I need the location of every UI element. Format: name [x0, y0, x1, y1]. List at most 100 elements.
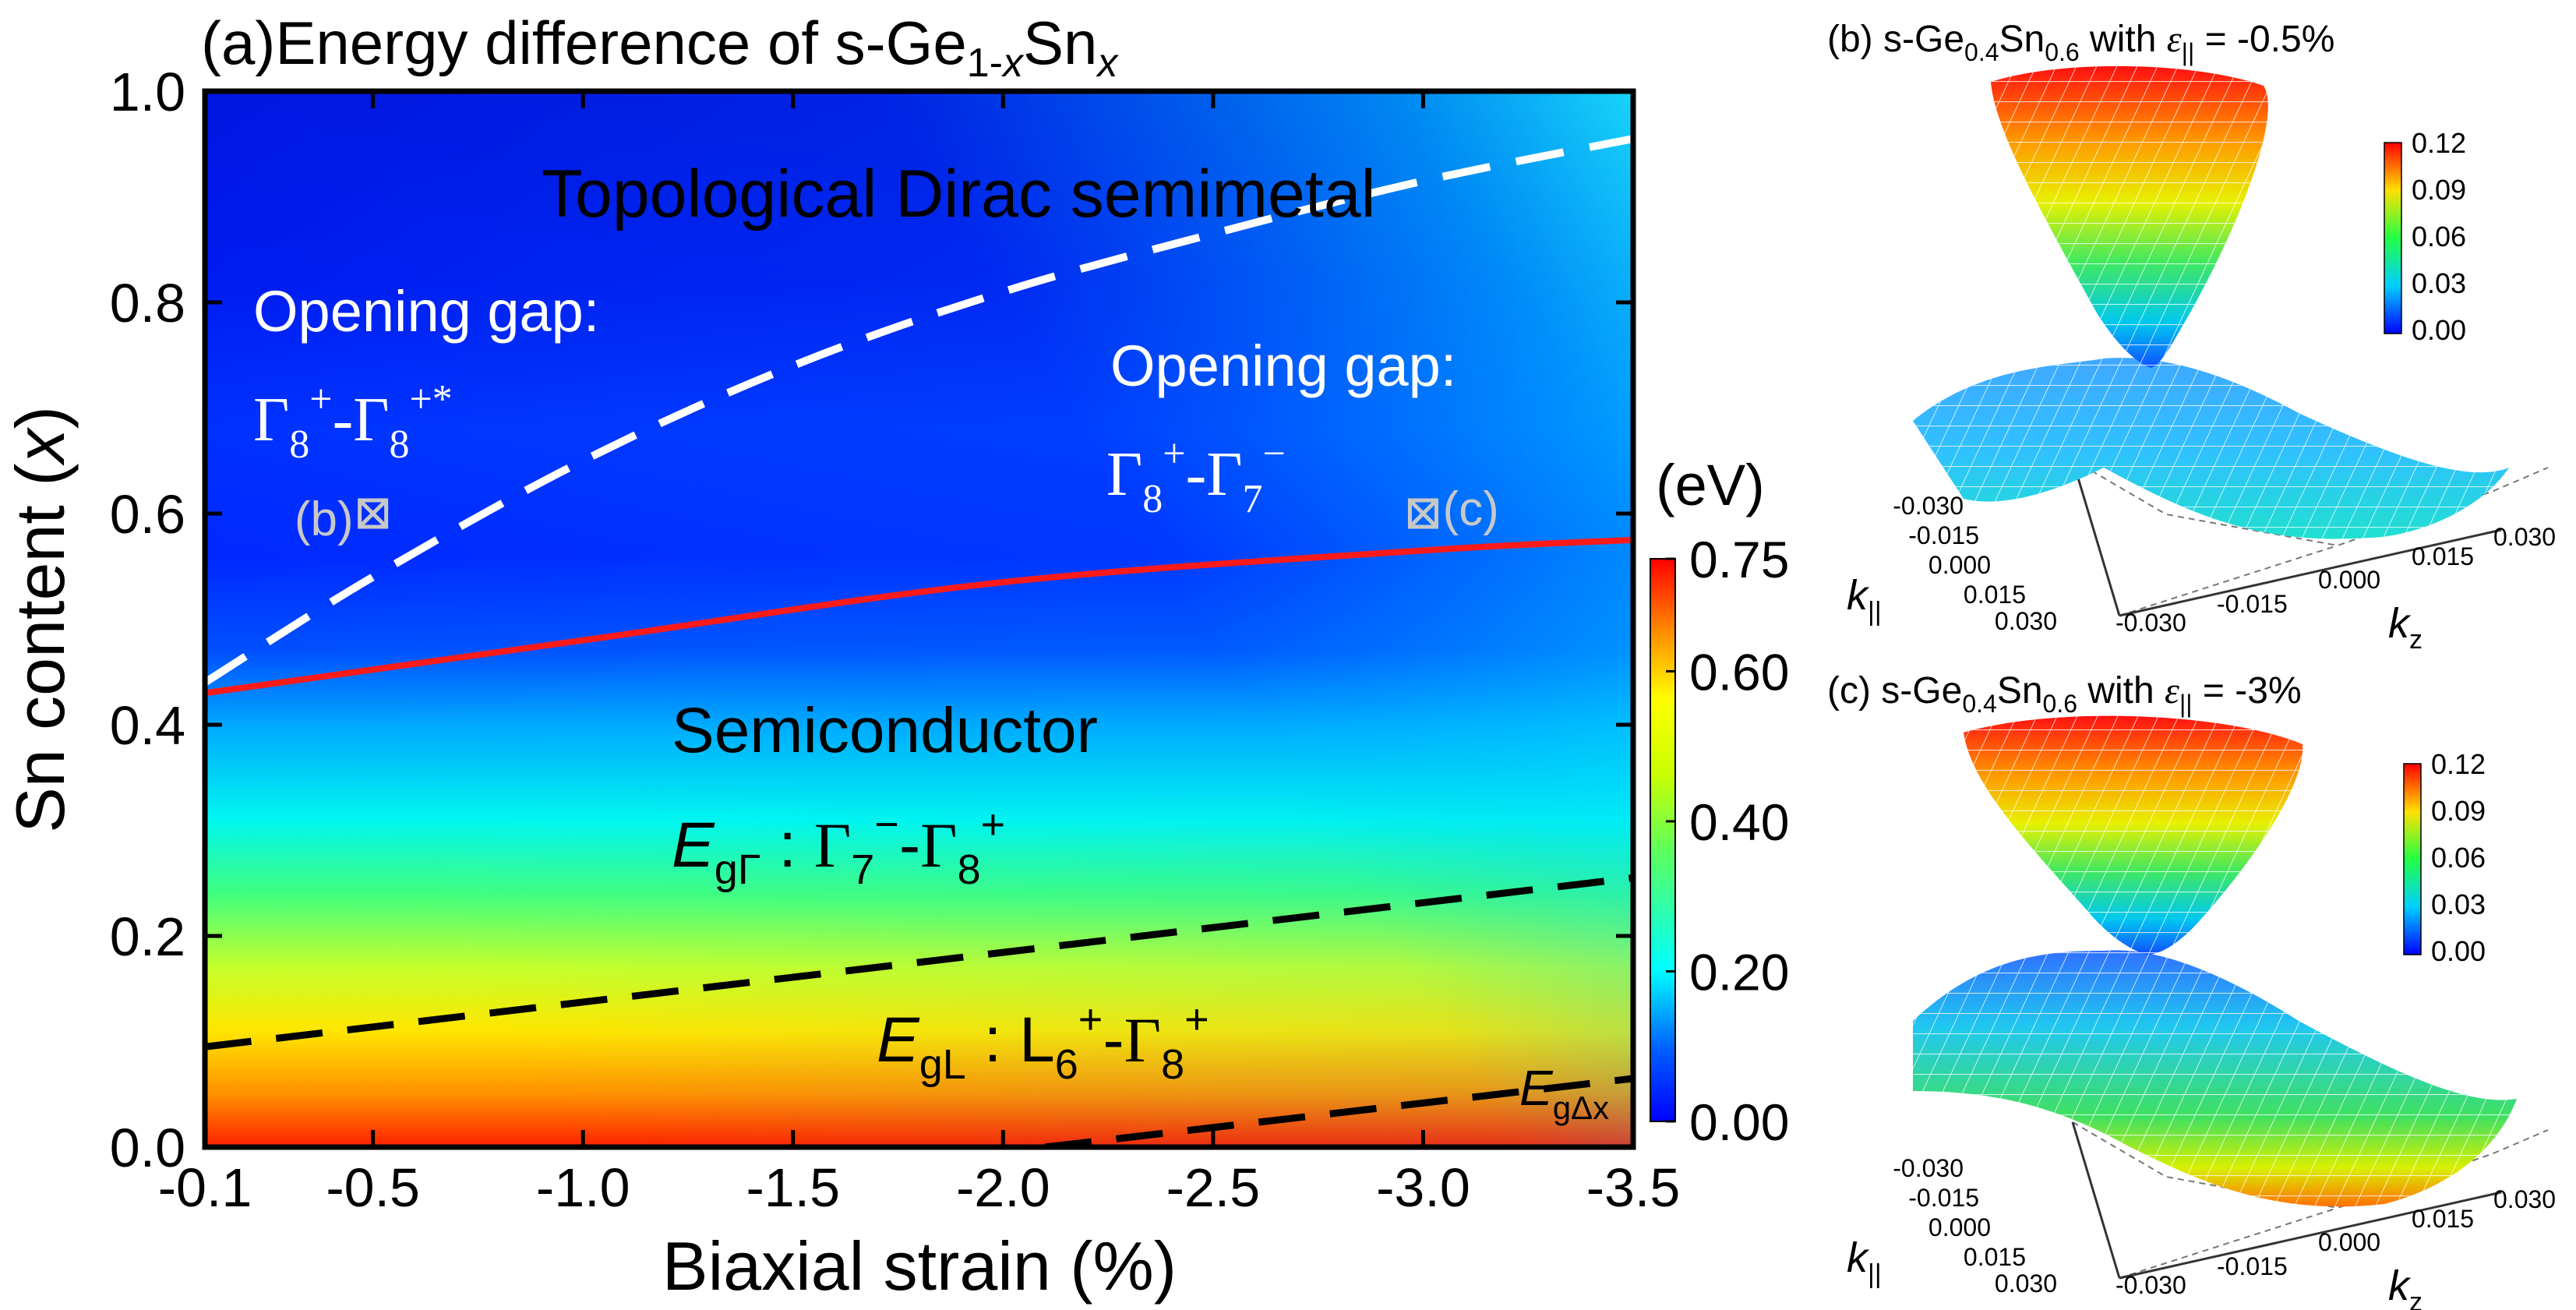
surface-plot-b	[1913, 65, 2549, 617]
label-gamma8-gamma7: Γ8+-Γ7−	[1106, 432, 1286, 521]
k-tick: 0.015	[1964, 1243, 2026, 1271]
cb-b-tick: 0.00	[2412, 314, 2466, 346]
k-tick: -0.030	[1893, 492, 1964, 520]
cb-c-tick: 0.12	[2431, 748, 2486, 780]
kz-tick: 0.000	[2318, 1228, 2380, 1256]
x-tick-label: -1.0	[536, 1157, 630, 1218]
label-opening-gap-right: Opening gap:	[1110, 334, 1456, 398]
colorbar	[1650, 558, 1676, 1122]
axis-kz-b: -0.030 -0.015 0.000 0.015 0.030 kz	[2115, 523, 2556, 655]
axis-k-parallel-b: -0.030 -0.015 0.000 0.015 0.030 k||	[1847, 492, 2057, 635]
axes-ticks: -0.1 -0.5 -1.0 -1.5 -2.0 -2.5 -3.0 -3.5 0.0 0.2 0.…	[110, 62, 1681, 1218]
label-eg-delta: EgΔx	[1519, 1060, 1609, 1126]
kz-tick: 0.030	[2493, 1185, 2556, 1213]
y-tick-label: 0.6	[110, 484, 185, 545]
cb-c-tick: 0.06	[2431, 842, 2486, 874]
label-opening-gap-left: Opening gap:	[253, 279, 599, 344]
heatmap-cyan-wash	[205, 91, 1633, 1147]
marker-label: (c)	[1442, 482, 1498, 536]
cb-c-tick: 0.00	[2431, 935, 2486, 967]
x-tick-label: -2.5	[1166, 1157, 1261, 1218]
panel-c: (c) s-Ge0.4Sn0.6 with ε|| = -3% 0.12 0.0…	[1827, 670, 2556, 1310]
axis-kz-c: -0.030 -0.015 0.000 0.015 0.030 kz	[2115, 1185, 2556, 1310]
x-tick-label: -0.1	[158, 1157, 252, 1218]
label-eg-gamma: EgΓ : Γ7−-Γ8+	[672, 801, 1005, 893]
markers: (b) (c)	[295, 482, 1499, 546]
marker-label: (b)	[295, 493, 354, 546]
x-tick-label: -0.5	[326, 1157, 420, 1218]
black-dashed-upper	[205, 874, 1633, 1050]
marker-cross	[1408, 499, 1438, 528]
k-tick: 0.000	[1928, 1213, 1991, 1241]
kz-tick: -0.030	[2115, 609, 2186, 637]
panel-c-title: (c) s-Ge0.4Sn0.6 with ε|| = -3%	[1827, 670, 2302, 718]
kz-tick: -0.015	[2217, 1252, 2288, 1280]
k-tick: 0.030	[1995, 607, 2057, 635]
colorbar-b-ticks: 0.12 0.09 0.06 0.03 0.00	[2412, 127, 2466, 346]
cb-b-tick: 0.09	[2412, 174, 2466, 206]
y-tick-label: 0.8	[110, 273, 185, 334]
kz-tick: 0.030	[2493, 523, 2556, 551]
cb-b-tick: 0.06	[2412, 221, 2466, 252]
y-tick-label: 0.2	[110, 906, 185, 967]
x-tick-label: -2.0	[956, 1157, 1050, 1218]
label-topological-dirac-semimetal: Topological Dirac semimetal	[542, 157, 1376, 231]
y-axis-title: Sn content (x)	[2, 406, 79, 833]
marker-box	[1407, 498, 1438, 529]
marker-cross	[358, 499, 388, 528]
kz-tick: -0.015	[2217, 590, 2288, 618]
k-tick: 0.000	[1928, 551, 1991, 579]
panel-b: (b) s-Ge0.4Sn0.6 with ε|| = -0.5% 0.12 0…	[1827, 19, 2556, 655]
y-tick-label: 0.0	[110, 1118, 185, 1178]
cb-b-tick: 0.03	[2412, 267, 2466, 299]
k-axis-label: k||	[1847, 572, 1882, 627]
cb-c-tick: 0.09	[2431, 795, 2486, 827]
marker-c: (c)	[1407, 482, 1499, 536]
panel-b-title: (b) s-Ge0.4Sn0.6 with ε|| = -0.5%	[1827, 19, 2334, 66]
k-tick: 0.015	[1964, 581, 2026, 609]
kz-tick: 0.015	[2412, 542, 2474, 570]
colorbar-ticks: 0.00 0.20 0.40 0.60 0.75	[1666, 531, 1789, 1151]
marker-box	[358, 498, 389, 529]
white-dashed-boundary	[205, 135, 1633, 687]
panel-a: -0.1 -0.5 -1.0 -1.5 -2.0 -2.5 -3.0 -3.5 0.0 0.2 0.…	[2, 9, 1789, 1305]
x-tick-label: -3.5	[1586, 1157, 1681, 1218]
colorbar-tick-label: 0.60	[1689, 643, 1789, 701]
k-tick: -0.030	[1893, 1154, 1964, 1182]
kz-axis-label: kz	[2388, 1262, 2422, 1310]
label-gamma8-gamma8: Γ8+-Γ8+*	[253, 377, 453, 467]
cb-b-tick: 0.12	[2412, 127, 2466, 159]
red-boundary-line	[205, 536, 1633, 697]
colorbar-tick-label: 0.20	[1689, 943, 1789, 1001]
x-tick-label: -1.5	[746, 1157, 840, 1218]
plot-frame	[202, 88, 1636, 1150]
axis-k-parallel-c: -0.030 -0.015 0.000 0.015 0.030 k||	[1847, 1154, 2057, 1298]
black-dashed-lower	[1044, 1075, 1633, 1147]
label-eg-l: EgL : L6+-Γ8+	[877, 996, 1209, 1088]
y-tick-label: 0.4	[110, 695, 185, 756]
boundary-lines	[205, 135, 1633, 1147]
k-tick: 0.030	[1995, 1269, 2057, 1298]
x-tick-label: -3.0	[1376, 1157, 1470, 1218]
surface-plot-c	[1913, 715, 2549, 1280]
marker-b: (b)	[295, 493, 389, 546]
colorbar-tick-label: 0.75	[1689, 531, 1789, 588]
colorbar-tick-label: 0.00	[1689, 1093, 1789, 1151]
colorbar-c-ticks: 0.12 0.09 0.06 0.03 0.00	[2431, 748, 2486, 967]
kz-tick: 0.015	[2412, 1205, 2474, 1233]
kz-axis-label: kz	[2388, 600, 2422, 655]
panel-a-title: (a)Energy difference of s-Ge1-xSnx	[201, 9, 1119, 86]
k-tick: -0.015	[1908, 521, 1979, 549]
colorbar-unit: (eV)	[1656, 453, 1765, 517]
k-tick: -0.015	[1908, 1184, 1979, 1212]
x-axis-title: Biaxial strain (%)	[662, 1227, 1177, 1305]
colorbar-b	[2384, 142, 2402, 334]
cb-c-tick: 0.03	[2431, 888, 2486, 920]
k-axis-label: k||	[1847, 1234, 1882, 1289]
kz-tick: 0.000	[2318, 566, 2380, 594]
kz-tick: -0.030	[2115, 1271, 2186, 1299]
label-semiconductor: Semiconductor	[672, 695, 1098, 766]
colorbar-tick-label: 0.40	[1689, 793, 1789, 851]
colorbar-c	[2403, 763, 2422, 955]
